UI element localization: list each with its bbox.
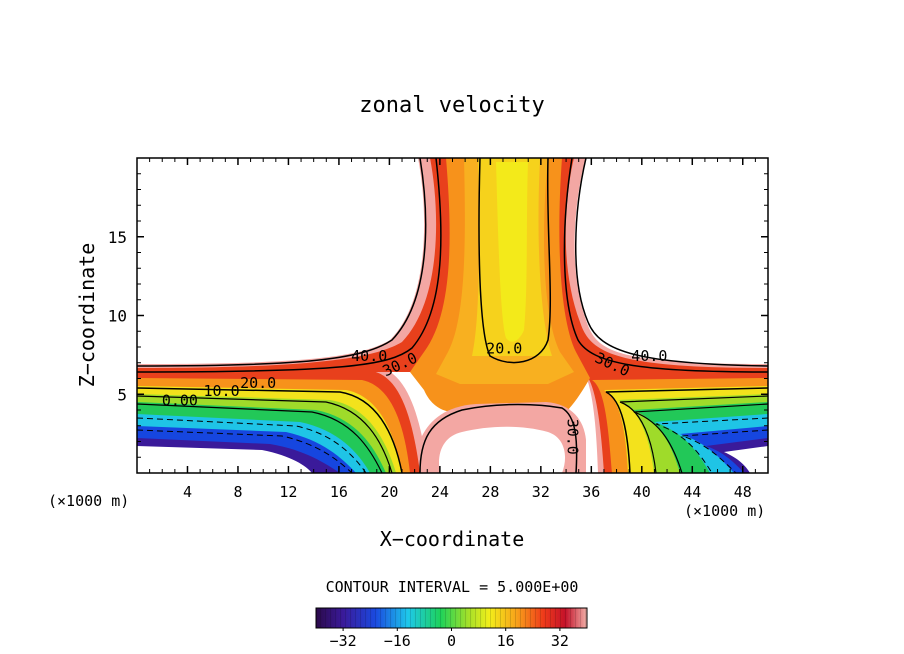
- x-tick-label: 24: [431, 483, 449, 501]
- x-tick-label: 4: [183, 483, 192, 501]
- y-tick-label: 15: [108, 228, 127, 247]
- contour-20-right: [605, 387, 768, 473]
- x-axis-ticks: 4 8 12 16 20 24 28 32 36 40 44 48: [149, 158, 756, 501]
- colorbar-tick-label: 32: [551, 632, 569, 650]
- colorbar-ticks: −32 −16 0 16 32: [330, 628, 569, 650]
- contour-label: 0.00: [162, 391, 198, 409]
- colorbar-tick-label: 16: [497, 632, 515, 650]
- x-tick-label: 16: [330, 483, 348, 501]
- contour-30-right: [563, 158, 768, 373]
- y-axis-label: Z−coordinate: [75, 243, 99, 388]
- x-axis-units-left: (×1000 m): [48, 492, 129, 510]
- y-axis-ticks: 5 10 15: [108, 173, 768, 458]
- contour-40-left: [137, 158, 427, 367]
- colorbar-tick-label: 0: [447, 632, 456, 650]
- x-tick-label: 40: [633, 483, 651, 501]
- colorbar-bands: [316, 608, 587, 628]
- chart-title: zonal velocity: [359, 93, 544, 118]
- contour-label: 40.0: [351, 347, 387, 365]
- contour-label: 20.0: [240, 374, 276, 392]
- field-bottom-center-hole: [438, 426, 566, 473]
- contour-20-left: [137, 387, 403, 473]
- contour-30-lower: [419, 403, 578, 473]
- field-lower-right-hole: [724, 446, 768, 473]
- x-tick-label: 36: [582, 483, 600, 501]
- field-column-core: [496, 162, 528, 342]
- x-tick-label: 28: [481, 483, 499, 501]
- contour-label: 10.0: [203, 382, 239, 400]
- contour-label: 20.0: [486, 339, 522, 357]
- x-tick-label: 44: [683, 483, 701, 501]
- contour-10-right: [619, 395, 768, 473]
- y-tick-label: 10: [108, 307, 127, 326]
- x-tick-label: 12: [279, 483, 297, 501]
- contour-20-column: [478, 158, 552, 364]
- contour-40-right: [575, 158, 768, 367]
- contour-neg-left: [137, 417, 367, 473]
- contour-label: 30.0: [563, 419, 581, 455]
- colorbar-tick-label: −16: [384, 632, 411, 650]
- x-tick-label: 20: [380, 483, 398, 501]
- y-tick-label: 5: [117, 385, 127, 404]
- contour-30-left: [137, 158, 442, 373]
- contour-00-left: [137, 403, 383, 473]
- x-axis-units-right: (×1000 m): [684, 502, 765, 520]
- contour-label: 40.0: [631, 347, 667, 365]
- contour-00-right: [633, 403, 768, 473]
- x-tick-label: 48: [734, 483, 752, 501]
- x-tick-label: 32: [532, 483, 550, 501]
- x-tick-label: 8: [233, 483, 242, 501]
- x-axis-label: X−coordinate: [380, 527, 525, 551]
- contour-10-left: [137, 395, 393, 473]
- contour-neg-right: [655, 417, 768, 473]
- colorbar-tick-label: −32: [330, 632, 357, 650]
- contour-interval-text: CONTOUR INTERVAL = 5.000E+00: [326, 578, 579, 596]
- field-lower-left-hole: [137, 446, 312, 473]
